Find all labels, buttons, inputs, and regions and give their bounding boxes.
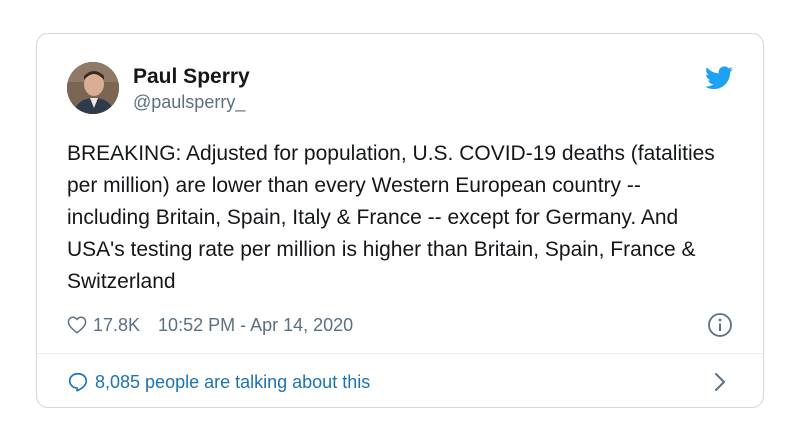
avatar[interactable] [67,62,119,114]
heart-icon [67,316,87,334]
tweet-meta: 17.8K 10:52 PM - Apr 14, 2020 [67,312,353,338]
like-button[interactable]: 17.8K [67,315,140,336]
tweet-timestamp[interactable]: 10:52 PM - Apr 14, 2020 [158,314,354,335]
tweet-text: BREAKING: Adjusted for population, U.S. … [67,142,715,293]
author-name[interactable]: Paul Sperry [133,65,250,88]
author-handle[interactable]: @paulsperry_ [133,92,246,112]
twitter-bird-icon[interactable] [705,66,733,90]
talking-about-text: 8,085 people are talking about this [95,371,371,392]
divider [37,353,763,354]
chevron-right-icon[interactable] [713,372,727,392]
talking-about-link[interactable]: 8,085 people are talking about this [67,370,370,394]
tweet-card: Paul Sperry @paulsperry_ BREAKING: Adjus… [36,33,764,408]
comment-icon [68,372,88,392]
like-count: 17.8K [93,314,141,335]
avatar-image [67,62,119,114]
info-icon[interactable] [707,312,733,338]
